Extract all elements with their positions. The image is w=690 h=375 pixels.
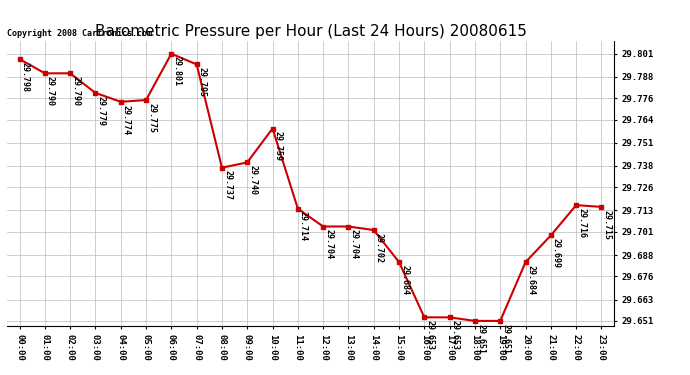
Text: 29.653: 29.653 [451, 320, 460, 350]
Text: 29.790: 29.790 [71, 76, 80, 106]
Text: 29.790: 29.790 [46, 76, 55, 106]
Text: 29.684: 29.684 [526, 265, 535, 295]
Text: 29.684: 29.684 [400, 265, 409, 295]
Text: 29.704: 29.704 [350, 229, 359, 259]
Text: 29.651: 29.651 [502, 324, 511, 354]
Text: 29.714: 29.714 [299, 211, 308, 242]
Title: Barometric Pressure per Hour (Last 24 Hours) 20080615: Barometric Pressure per Hour (Last 24 Ho… [95, 24, 526, 39]
Text: 29.775: 29.775 [147, 103, 156, 133]
Text: 29.699: 29.699 [552, 238, 561, 268]
Text: 29.704: 29.704 [324, 229, 333, 259]
Text: 29.774: 29.774 [122, 105, 131, 135]
Text: 29.715: 29.715 [602, 210, 611, 240]
Text: 29.759: 29.759 [274, 131, 283, 161]
Text: 29.651: 29.651 [476, 324, 485, 354]
Text: 29.702: 29.702 [375, 233, 384, 263]
Text: 29.740: 29.740 [248, 165, 257, 195]
Text: 29.653: 29.653 [426, 320, 435, 350]
Text: Copyright 2008 Cartronics.com: Copyright 2008 Cartronics.com [7, 29, 152, 38]
Text: 29.798: 29.798 [21, 62, 30, 92]
Text: 29.737: 29.737 [223, 171, 232, 201]
Text: 29.795: 29.795 [198, 67, 207, 97]
Text: 29.801: 29.801 [172, 57, 181, 87]
Text: 29.716: 29.716 [578, 208, 586, 238]
Text: 29.779: 29.779 [97, 96, 106, 126]
